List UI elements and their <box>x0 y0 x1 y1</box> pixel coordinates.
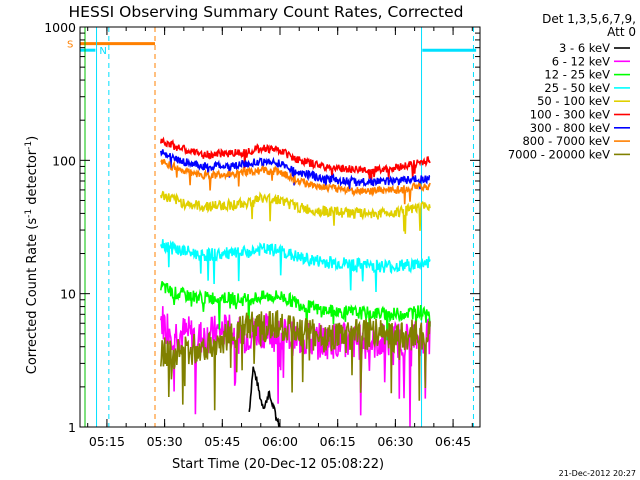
legend-header-attenuator: Att 0 <box>607 25 636 39</box>
series-line-4 <box>160 190 431 234</box>
x-tick-label-2: 05:45 <box>204 434 240 449</box>
y-tick-label-3: 1000 <box>44 20 76 35</box>
flags-layer: SN <box>67 40 477 57</box>
x-tick-label-6: 06:45 <box>435 434 471 449</box>
x-tick-label-1: 05:30 <box>147 434 183 449</box>
x-axis-label: Start Time (20-Dec-12 05:08:22) <box>172 457 384 472</box>
flag-label-s: S <box>67 40 73 51</box>
vlines-layer <box>84 27 474 427</box>
y-tick-label-2: 100 <box>52 153 76 168</box>
flag-label-n: N <box>99 46 106 57</box>
y-axis-label: Corrected Count Rate (s-1 detector-1) <box>24 136 40 374</box>
y-tick-label-1: 10 <box>60 287 76 302</box>
x-tick-label-0: 05:15 <box>89 434 125 449</box>
chart-title: HESSI Observing Summary Count Rates, Cor… <box>69 3 464 21</box>
series-line-0 <box>248 366 281 428</box>
plot-area: SN <box>67 27 477 428</box>
series-line-5 <box>160 136 431 182</box>
series-line-7 <box>160 158 431 205</box>
legend-label-8: 7000 - 20000 keV <box>508 147 610 161</box>
legend-header-detectors: Det 1,3,5,6,7,9, <box>542 12 636 26</box>
series-line-2 <box>160 281 431 341</box>
series-line-6 <box>160 149 431 192</box>
x-tick-label-4: 06:15 <box>320 434 356 449</box>
legend-label-7: 800 - 7000 keV <box>522 134 610 148</box>
legend-label-6: 300 - 800 keV <box>530 121 610 135</box>
legend-label-2: 12 - 25 keV <box>544 68 610 82</box>
series-line-3 <box>160 239 431 293</box>
legend-label-0: 3 - 6 keV <box>559 41 610 55</box>
y-ticks: 1 10 100 1000 <box>44 20 480 435</box>
footer-timestamp: 21-Dec-2012 20:27 <box>559 469 636 478</box>
legend-label-3: 25 - 50 keV <box>544 81 610 95</box>
y-tick-label-0: 1 <box>68 420 76 435</box>
legend-label-5: 100 - 300 keV <box>530 108 610 122</box>
series-line-8 <box>160 310 431 411</box>
legend-label-1: 6 - 12 keV <box>552 54 610 68</box>
series-layer <box>160 136 431 428</box>
legend-label-4: 50 - 100 keV <box>537 94 610 108</box>
x-ticks: 05:15 05:30 05:45 06:00 06:15 06:30 06:45 <box>87 27 473 449</box>
x-tick-label-5: 06:30 <box>377 434 413 449</box>
x-tick-label-3: 06:00 <box>262 434 298 449</box>
